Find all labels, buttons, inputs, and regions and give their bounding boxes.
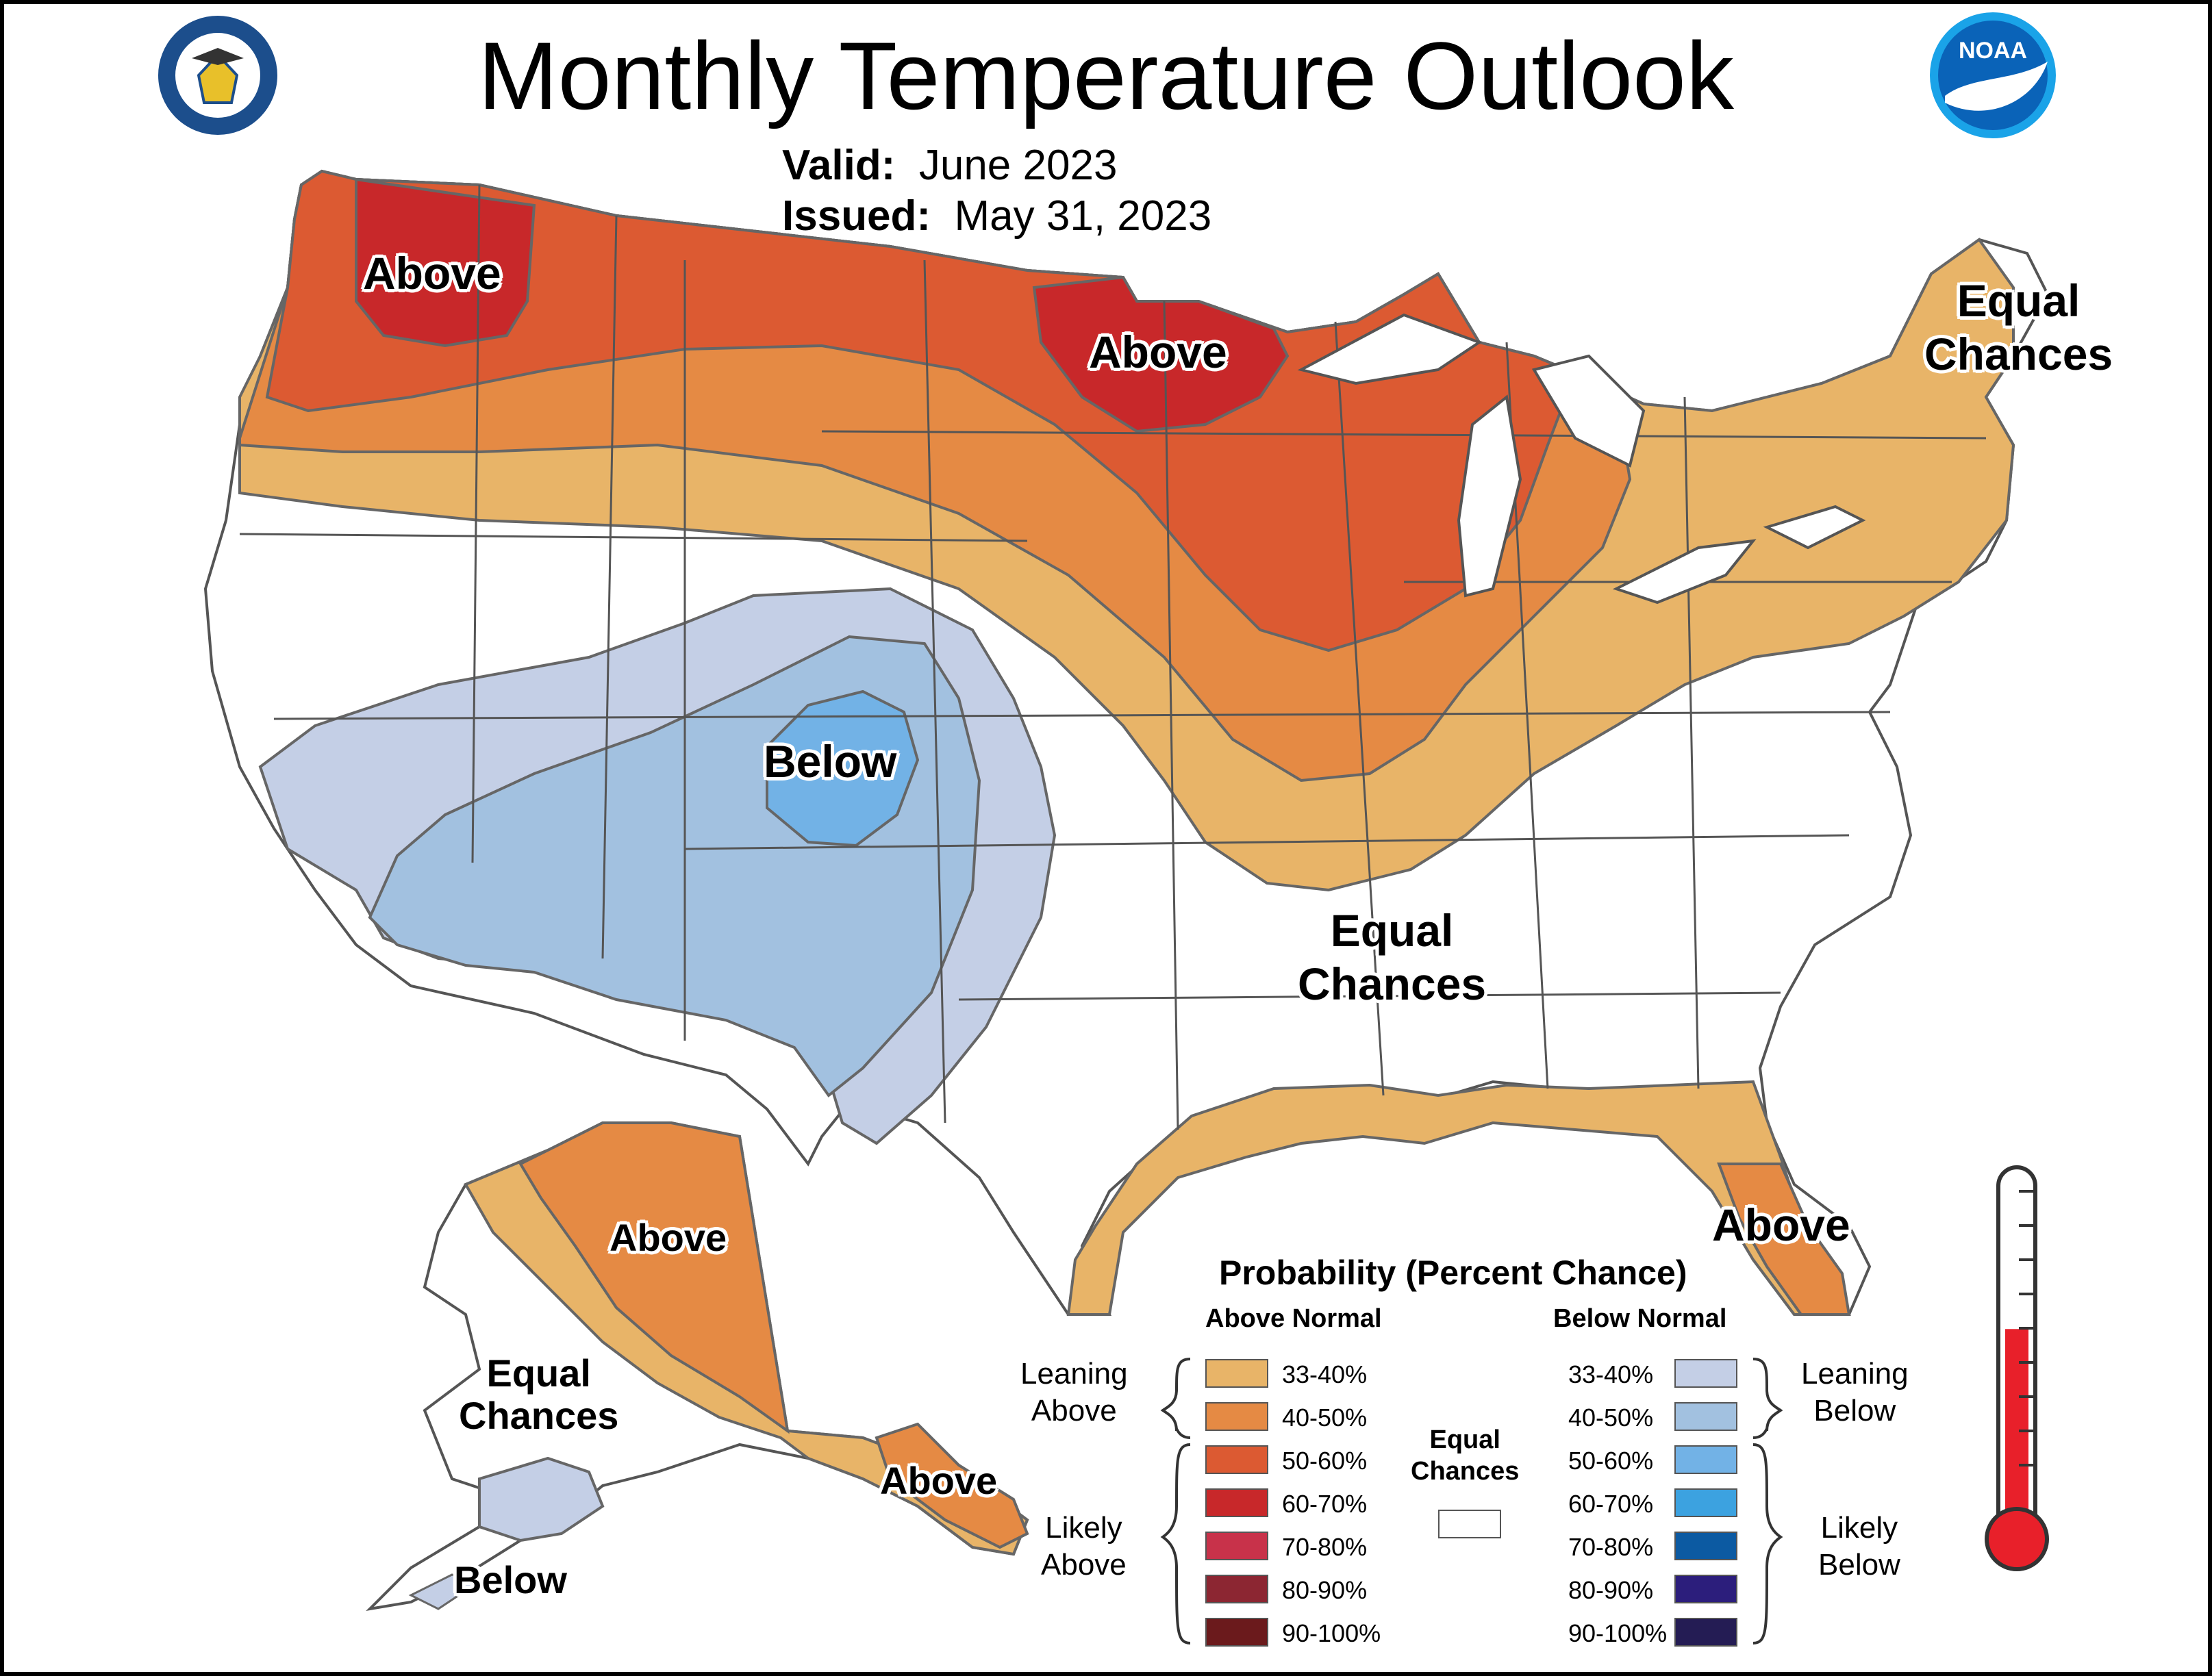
legend-swatch-above-6	[1205, 1618, 1268, 1647]
legend-above-header: Above Normal	[1205, 1304, 1382, 1333]
legend-swatch-below-1	[1674, 1402, 1737, 1431]
legend-leaning-below: Leaning Below	[1801, 1357, 1909, 1427]
label-above-alaska: Above	[609, 1216, 727, 1259]
valid-label: Valid:	[782, 142, 896, 189]
state-boundaries	[239, 184, 1987, 1130]
legend-swatch-above-4	[1205, 1532, 1268, 1560]
legend-range-above-6: 90-100%	[1282, 1619, 1381, 1647]
legend-range-above-0: 33-40%	[1282, 1360, 1368, 1388]
below-33-40-alaska	[478, 1456, 605, 1542]
legend-range-below-6: 90-100%	[1568, 1619, 1668, 1647]
legend-range-above-4: 70-80%	[1282, 1533, 1368, 1561]
legend-title: Probability (Percent Chance)	[1219, 1254, 1687, 1292]
label-below-southwest: Below	[764, 736, 897, 787]
legend-swatch-above-0	[1205, 1359, 1268, 1388]
legend-swatch-below-2	[1674, 1445, 1737, 1474]
legend-swatch-below-3	[1674, 1488, 1737, 1517]
commerce-seal	[154, 12, 281, 139]
legend-range-below-2: 50-60%	[1568, 1447, 1654, 1475]
legend-equal-chances: Equal Chances	[1411, 1425, 1520, 1486]
above-40-50-florida	[1717, 1163, 1851, 1316]
noaa-logo: NOAA	[1930, 12, 2056, 138]
below-33-40-aleutians	[408, 1573, 482, 1610]
legend-range-above-5: 80-90%	[1282, 1576, 1368, 1604]
legend-braces	[1160, 1358, 1783, 1645]
legend-swatch-above-2	[1205, 1445, 1268, 1474]
legend-below-header: Below Normal	[1553, 1304, 1727, 1333]
legend-likely-below: Likely Below	[1818, 1511, 1900, 1582]
legend-leaning-above: Leaning Above	[1020, 1357, 1128, 1427]
legend-swatch-above-1	[1205, 1402, 1268, 1431]
label-equal-south: Equal Chances	[1298, 905, 1487, 1009]
legend-range-below-0: 33-40%	[1568, 1360, 1654, 1388]
label-equal-alaska: Equal Chances	[459, 1351, 619, 1437]
legend-swatch-below-5	[1674, 1575, 1737, 1603]
legend-swatch-below-6	[1674, 1618, 1737, 1647]
legend-likely-above: Likely Above	[1041, 1511, 1127, 1582]
label-below-alaska: Below	[454, 1558, 567, 1601]
legend-range-above-3: 60-70%	[1282, 1490, 1368, 1518]
legend-range-above-1: 40-50%	[1282, 1404, 1368, 1432]
above-40-50-alaska-southeast	[875, 1422, 1029, 1549]
above-40-50-alaska	[518, 1121, 790, 1434]
above-60-70-north-central	[1032, 275, 1290, 433]
label-above-north-central: Above	[1089, 327, 1227, 377]
legend-swatch-below-4	[1674, 1532, 1737, 1560]
label-equal-northeast: Equal Chances	[1924, 275, 2113, 379]
great-lakes	[1297, 313, 1866, 605]
legend-swatch-equal	[1438, 1510, 1501, 1538]
label-above-alaska-southeast: Above	[880, 1459, 998, 1502]
issued-value: May 31, 2023	[954, 192, 1212, 240]
issued-label: Issued:	[782, 192, 931, 240]
valid-value: June 2023	[918, 142, 1118, 189]
legend-range-below-1: 40-50%	[1568, 1404, 1654, 1432]
label-above-northwest: Above	[363, 248, 501, 299]
label-above-florida: Above	[1712, 1199, 1850, 1250]
legend-swatch-below-0	[1674, 1359, 1737, 1388]
legend-range-below-3: 60-70%	[1568, 1490, 1654, 1518]
legend-range-below-4: 70-80%	[1568, 1533, 1654, 1561]
legend-range-below-5: 80-90%	[1568, 1576, 1654, 1604]
svg-text:NOAA: NOAA	[1959, 38, 2027, 64]
thermometer-icon	[1985, 1165, 2049, 1571]
legend-swatch-above-5	[1205, 1575, 1268, 1603]
legend-range-above-2: 50-60%	[1282, 1447, 1368, 1475]
page-title: Monthly Temperature Outlook	[478, 22, 1734, 129]
above-60-70-northwest	[355, 177, 536, 348]
legend-swatch-above-3	[1205, 1488, 1268, 1517]
valid-issued-block: Valid: June 2023 Issued: May 31, 2023	[782, 140, 1211, 242]
below-50-60-core	[766, 689, 920, 848]
